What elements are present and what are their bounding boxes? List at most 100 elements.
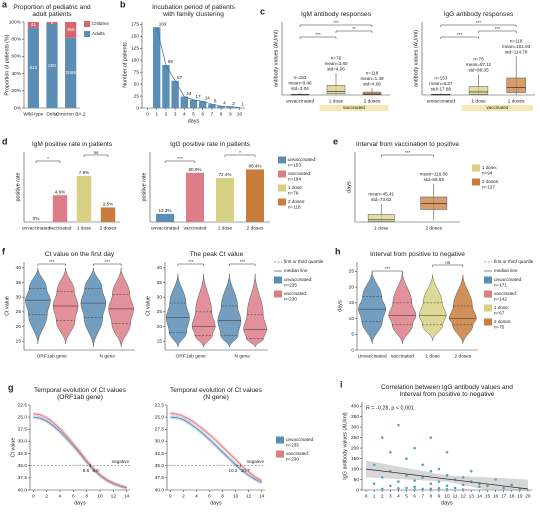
x-axis-label: days xyxy=(74,500,86,506)
point xyxy=(397,487,400,490)
legend-swatch xyxy=(472,178,480,186)
significance-label: *** xyxy=(105,259,111,264)
bar xyxy=(226,106,234,108)
threshold-label: negative xyxy=(112,459,130,464)
legend-swatch xyxy=(276,436,284,444)
y-tick-label: 40% xyxy=(11,71,21,77)
x-tick-label: 9 xyxy=(438,493,441,499)
x-tick-label: vaccinated xyxy=(184,225,207,231)
bar xyxy=(186,172,204,222)
data-label: 169 xyxy=(159,21,167,26)
panel-label: h xyxy=(335,246,341,256)
point xyxy=(445,474,449,477)
box xyxy=(362,91,382,96)
legend-label: unvaccinated: xyxy=(494,277,522,282)
bar xyxy=(171,80,179,108)
legend-label: 2 doses: xyxy=(494,319,511,324)
legend-swatch xyxy=(274,290,282,298)
legend-label: unvaccinated: xyxy=(288,157,316,162)
significance-bracket xyxy=(164,160,196,163)
x-tick-label: 6 xyxy=(72,493,75,499)
bar xyxy=(76,175,92,222)
x-tick-label: unvaccinated xyxy=(151,225,180,231)
x-tick-label: 1 dose xyxy=(374,225,389,231)
crossing-label: 10.7 xyxy=(241,468,250,473)
fit-line xyxy=(365,468,529,490)
data-label: 41 xyxy=(31,22,37,27)
threshold-label: negative xyxy=(247,459,265,464)
legend-label: median line xyxy=(494,268,518,273)
y-axis-label: antibody values (AU/ml) xyxy=(273,30,279,87)
y-tick-label: 35 xyxy=(157,280,163,286)
box xyxy=(506,77,526,93)
chart-title: Proportion of pediatric and xyxy=(13,4,91,11)
chart-title: adult patients xyxy=(32,11,72,18)
x-tick-label: 18 xyxy=(509,493,515,499)
legend-note: n=171 xyxy=(494,283,507,288)
y-tick-label: 200 xyxy=(351,445,359,451)
bar xyxy=(189,99,198,108)
significance-bracket xyxy=(478,30,517,33)
x-tick-label: 13 xyxy=(469,493,475,499)
point xyxy=(421,487,425,491)
box xyxy=(420,196,448,210)
significance-bracket xyxy=(83,154,109,157)
x-tick-label: 4 xyxy=(195,493,198,499)
significance-bracket xyxy=(93,263,122,266)
data-label: 17 xyxy=(196,94,202,99)
legend-label: Adults xyxy=(92,31,105,36)
box-note: std=73.62 xyxy=(371,197,392,202)
data-label: 4 xyxy=(223,100,226,105)
x-tick-label: 12 xyxy=(461,493,467,499)
point xyxy=(461,488,465,491)
violin xyxy=(243,273,267,348)
x-tick-label: 6 xyxy=(201,111,204,117)
x-tick-label: 1 dose xyxy=(329,98,344,104)
box-note: mean=0.46 xyxy=(288,80,312,85)
point xyxy=(461,483,465,487)
legend-note: n=235 xyxy=(286,443,299,448)
x-tick-label: 8 xyxy=(220,111,223,117)
significance-label: * xyxy=(47,156,49,161)
data-label: 8 xyxy=(214,98,217,103)
y-tick-label: 25 xyxy=(349,269,355,275)
bar xyxy=(162,65,170,108)
x-tick-label: 5 xyxy=(192,111,195,117)
x-tick-label: 8 xyxy=(221,493,224,499)
legend-label: 2 doses: xyxy=(482,179,499,184)
data-label: 2.5% xyxy=(103,202,113,207)
x-tick-label: Unvaccinated xyxy=(358,353,387,359)
y-axis-label: Ct value xyxy=(145,296,151,316)
significance-bracket xyxy=(440,24,517,27)
significance-bracket xyxy=(335,30,373,33)
x-axis-label: days xyxy=(188,118,200,124)
bar xyxy=(199,101,207,108)
y-tick-label: 0 xyxy=(351,347,354,353)
annotation: R = -0.28, p < 0.001 xyxy=(366,405,414,411)
box-note: mean=116.08 xyxy=(420,171,448,176)
significance-bracket xyxy=(224,154,256,157)
x-tick-label: 2 doses xyxy=(364,98,381,104)
point xyxy=(478,485,481,489)
point xyxy=(445,487,449,491)
box-note: std=114.78 xyxy=(505,49,528,54)
y-tick-label: 60% xyxy=(11,54,21,60)
line xyxy=(170,416,262,484)
point xyxy=(389,450,392,454)
x-tick-label: 3 xyxy=(389,493,392,499)
significance-label: *** xyxy=(188,259,194,264)
point xyxy=(486,484,489,488)
x-tick-label: 2 xyxy=(182,493,185,499)
group-band xyxy=(461,105,534,111)
x-tick-label: 2 xyxy=(165,111,168,117)
y-axis-label: antibody values (AU/ml) xyxy=(413,30,419,87)
x-tick-label: unvaccinated xyxy=(427,98,456,104)
group-band xyxy=(319,105,389,111)
chart-title: IgG antibody responses xyxy=(444,11,514,18)
y-tick-label: 22.5 xyxy=(155,402,165,408)
y-axis-label: positive rate xyxy=(141,172,147,201)
x-tick-label: 0 xyxy=(365,493,368,499)
chart-title: Temporal evolution of Ct values xyxy=(34,387,127,394)
data-label: 2069 xyxy=(66,70,77,75)
